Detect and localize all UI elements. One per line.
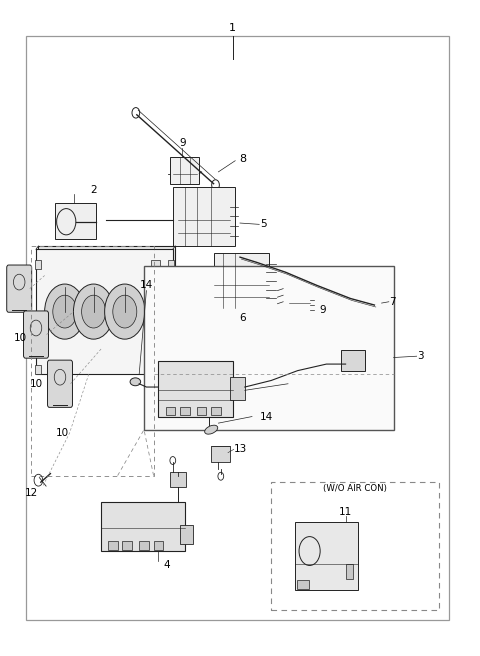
Bar (170, 157, 199, 184)
Text: (W/O AIR CON): (W/O AIR CON) (323, 484, 387, 493)
Text: 5: 5 (260, 219, 266, 230)
Bar (35, 365, 41, 374)
Text: 2: 2 (90, 185, 97, 195)
Bar (211, 446, 230, 462)
Bar (151, 327, 160, 337)
Bar (151, 272, 160, 281)
Bar (166, 407, 175, 415)
Bar (180, 407, 190, 415)
Text: 3: 3 (417, 351, 424, 361)
Bar (108, 541, 118, 550)
Text: 10: 10 (56, 428, 69, 438)
Bar (211, 407, 221, 415)
Circle shape (113, 295, 137, 328)
Bar (151, 295, 160, 304)
Bar (144, 266, 394, 430)
Text: 10: 10 (13, 333, 27, 343)
Bar (151, 283, 160, 292)
Circle shape (105, 284, 145, 339)
Text: 1: 1 (229, 22, 236, 33)
Bar (26, 36, 449, 620)
Bar (266, 276, 278, 305)
Circle shape (53, 295, 77, 328)
Bar (230, 377, 245, 400)
Bar (151, 306, 160, 315)
Text: 11: 11 (339, 506, 352, 517)
Bar (151, 317, 160, 326)
Text: 10: 10 (29, 379, 43, 389)
Bar (151, 260, 160, 269)
Text: 14: 14 (140, 280, 153, 291)
Bar (31, 246, 154, 476)
FancyBboxPatch shape (24, 311, 48, 358)
Circle shape (82, 295, 106, 328)
Bar (173, 187, 235, 246)
Bar (297, 580, 309, 589)
Bar (158, 361, 233, 417)
Ellipse shape (204, 425, 218, 434)
Bar (154, 541, 163, 550)
FancyBboxPatch shape (48, 360, 72, 407)
Circle shape (45, 284, 85, 339)
Circle shape (73, 284, 114, 339)
Text: 7: 7 (389, 297, 396, 307)
Bar (214, 253, 269, 308)
Bar (168, 365, 174, 374)
Bar (271, 482, 439, 610)
Bar (295, 522, 358, 590)
Bar (38, 246, 175, 371)
Text: 4: 4 (164, 560, 170, 571)
Bar (151, 338, 160, 348)
Bar (122, 541, 132, 550)
Text: 14: 14 (260, 411, 273, 422)
Bar (288, 291, 312, 312)
Bar (35, 260, 41, 269)
Bar (197, 407, 206, 415)
Bar (36, 249, 173, 374)
Bar (341, 350, 365, 371)
Text: 8: 8 (239, 154, 246, 164)
Text: 9: 9 (179, 138, 186, 148)
Bar (346, 564, 353, 579)
FancyBboxPatch shape (7, 265, 32, 312)
Text: 9: 9 (320, 304, 326, 315)
Bar (55, 203, 96, 239)
Text: 12: 12 (24, 488, 38, 499)
Bar (168, 260, 174, 269)
Text: 6: 6 (239, 313, 246, 323)
Bar (180, 525, 193, 544)
Text: 13: 13 (233, 444, 247, 455)
Bar (170, 472, 186, 487)
Bar (139, 541, 149, 550)
Ellipse shape (130, 378, 141, 386)
Bar (101, 502, 185, 551)
